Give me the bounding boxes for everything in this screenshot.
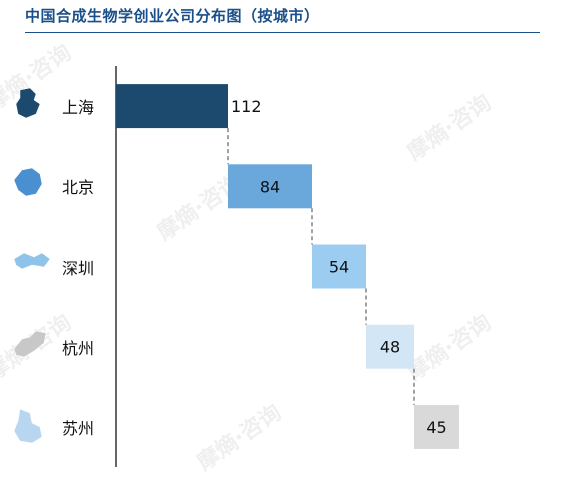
suzhou-map-icon [13,408,43,444]
title-underline [25,32,540,33]
shanghai-map-icon [14,87,52,124]
bar-4 [414,404,459,449]
value-label: 84 [260,177,280,196]
category-label: 苏州 [62,418,95,438]
value-label: 45 [426,418,446,437]
category-label: 杭州 [62,338,95,358]
shenzhen-map-icon [13,252,51,269]
bar-2 [312,244,366,289]
value-label: 54 [329,258,349,277]
category-label: 深圳 [62,258,95,278]
waterfall-chart: 112 84 54 48 45 [115,66,459,467]
shenzhen-map-icon [13,249,52,285]
category-label: 北京 [62,178,95,198]
category-label: 上海 [62,98,95,118]
bar-0 [116,84,228,129]
suzhou-map-icon [13,408,52,445]
beijing-map-icon [13,168,43,197]
beijing-map-icon [13,168,52,204]
chart-title: 中国合成生物学创业公司分布图（按城市） [25,7,320,25]
bar-3 [366,324,414,369]
shanghai-map-icon [15,87,41,119]
value-label: 112 [231,97,262,116]
hangzhou-map-icon [13,329,52,365]
hangzhou-map-icon [13,330,47,357]
value-label: 48 [380,338,400,357]
bar-1 [228,164,312,209]
